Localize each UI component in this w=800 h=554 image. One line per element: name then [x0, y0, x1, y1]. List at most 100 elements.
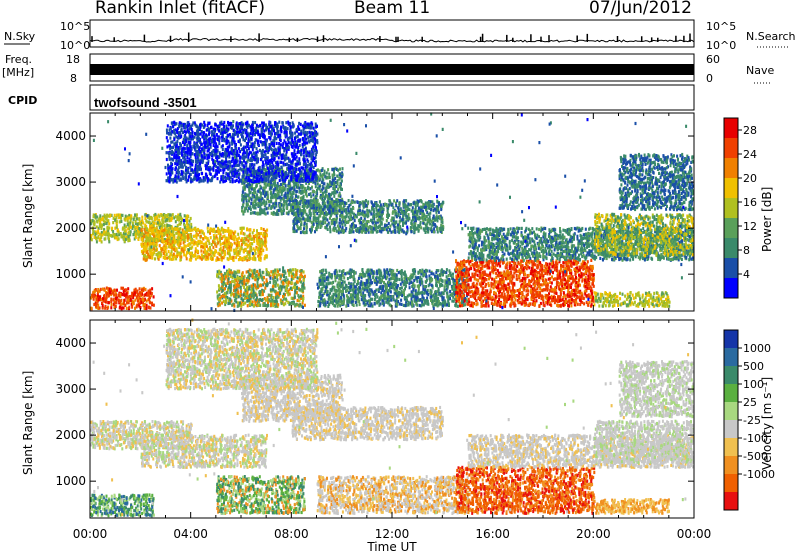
range-gate-cell — [144, 213, 147, 217]
range-gate-cell — [257, 250, 260, 254]
range-gate-cell — [349, 212, 352, 216]
range-gate-cell — [148, 227, 151, 231]
range-gate-cell — [262, 189, 265, 193]
range-gate-cell — [325, 171, 328, 175]
range-gate-cell — [120, 307, 123, 311]
range-gate-cell — [90, 233, 93, 238]
range-gate-cell — [97, 234, 100, 238]
range-gate-cell — [249, 205, 252, 209]
range-gate-cell — [377, 226, 380, 230]
range-gate-cell — [93, 290, 96, 294]
nsky-label: N.Sky — [4, 30, 36, 43]
range-gate-cell — [98, 232, 101, 236]
range-gate-cell — [235, 243, 238, 248]
range-gate-cell — [303, 274, 306, 278]
range-gate-cell — [141, 215, 144, 219]
range-gate-cell — [123, 217, 126, 221]
range-gate-cell — [321, 174, 324, 178]
range-gate-cell — [132, 293, 135, 297]
range-gate-cell — [204, 244, 206, 248]
range-gate-cell — [216, 274, 219, 278]
range-gate-cell — [250, 237, 253, 241]
range-gate-cell — [174, 215, 177, 219]
range-gate-cell — [244, 248, 247, 252]
range-gate-cell — [136, 289, 139, 293]
range-gate-cell — [138, 295, 141, 300]
range-gate-cell — [435, 205, 438, 209]
range-gate-cell — [358, 204, 361, 208]
range-gate-cell — [414, 216, 417, 220]
range-gate-cell — [123, 298, 126, 302]
range-gate-cell — [110, 213, 113, 217]
range-gate-cell — [151, 287, 154, 291]
range-gate-cell — [412, 217, 415, 221]
range-gate-cell — [168, 235, 171, 239]
range-gate-cell — [190, 255, 193, 259]
range-gate-cell — [248, 196, 251, 200]
range-gate-cell — [122, 286, 124, 290]
range-gate-cell — [218, 248, 221, 252]
range-gate-cell — [398, 201, 401, 206]
range-gate-cell — [303, 221, 306, 226]
range-gate-cell — [276, 186, 278, 190]
range-gate-cell — [279, 274, 282, 278]
range-gate-cell — [146, 220, 149, 224]
range-gate-cell — [265, 207, 268, 211]
range-gate-cell — [386, 204, 389, 208]
range-gate-cell — [248, 233, 251, 237]
range-gate-cell — [302, 270, 305, 274]
range-gate-cell — [423, 228, 426, 232]
range-gate-cell — [103, 230, 106, 234]
range-gate-cell — [150, 291, 153, 296]
range-gate-cell — [294, 303, 297, 307]
range-gate-cell — [246, 291, 249, 295]
range-gate-cell — [272, 302, 275, 306]
range-gate-cell — [151, 301, 153, 305]
range-gate-cell — [338, 192, 341, 196]
range-gate-cell — [359, 208, 361, 212]
range-gate-cell — [289, 286, 292, 290]
range-gate-cell — [163, 223, 166, 228]
range-gate-cell — [173, 247, 176, 251]
range-gate-cell — [113, 298, 116, 302]
range-gate-cell — [179, 222, 182, 226]
range-gate-cell — [101, 304, 104, 308]
range-gate-cell — [300, 223, 302, 227]
range-gate-cell — [312, 193, 315, 197]
range-gate-cell — [199, 256, 202, 260]
range-gate-cell — [260, 227, 263, 231]
range-gate-cell — [249, 246, 252, 250]
range-gate-cell — [104, 220, 107, 224]
range-gate-cell — [358, 302, 361, 307]
range-gate-cell — [405, 216, 408, 220]
range-gate-cell — [260, 202, 263, 206]
range-gate-cell — [222, 299, 225, 303]
range-gate-cell — [136, 228, 139, 233]
range-gate-cell — [263, 289, 266, 293]
range-gate-cell — [228, 270, 231, 274]
range-gate-cell — [115, 301, 118, 305]
range-gate-cell — [97, 226, 100, 230]
range-gate-cell — [134, 213, 136, 217]
range-gate-cell — [366, 215, 369, 219]
range-gate-cell — [415, 227, 418, 231]
range-gate-cell — [411, 206, 414, 210]
range-gate-cell — [123, 223, 126, 227]
range-gate-cell — [167, 227, 170, 231]
range-gate-cell — [270, 211, 273, 215]
nsky-tick-bottom: 10^0 — [60, 39, 90, 52]
range-gate-cell — [97, 303, 100, 307]
range-gate-cell — [217, 257, 220, 261]
range-gate-cell — [257, 303, 260, 307]
range-gate-cell — [347, 220, 350, 224]
range-gate-cell — [314, 181, 317, 185]
range-gate-cell — [296, 220, 299, 224]
range-gate-cell — [132, 233, 135, 237]
range-gate-cell — [122, 306, 125, 310]
range-gate-cell — [144, 216, 147, 220]
range-gate-cell — [340, 229, 343, 233]
range-gate-cell — [253, 199, 256, 203]
range-gate-cell — [432, 208, 435, 213]
range-gate-cell — [333, 221, 336, 225]
range-gate-cell — [227, 286, 230, 290]
